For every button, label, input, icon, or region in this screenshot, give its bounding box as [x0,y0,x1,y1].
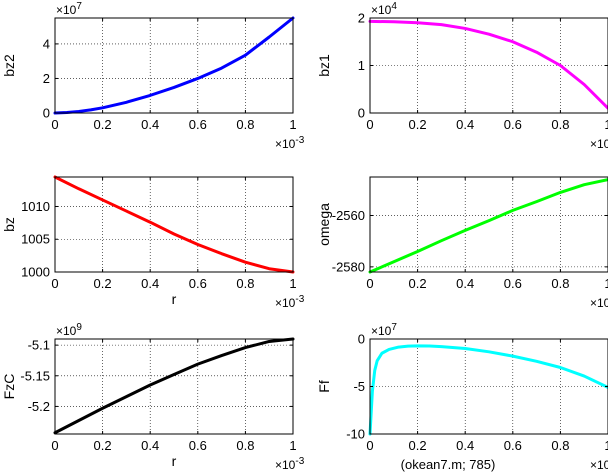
x-tick-label: 0.8 [236,117,254,132]
x-tick-label: 1 [289,117,296,132]
x-exponent-label: ×10-3 [590,135,608,151]
x-tick-label: 0.8 [236,438,254,453]
y-tick-label: 2 [358,11,365,26]
x-exponent-label: ×10-3 [590,456,608,472]
chart-p5: 0 0.2 0.4 0.6 0.8 1 -5.2 -5.15 -5.1 FzC r ×10-3 ×109 [1,322,305,472]
y-tick-label: 0 [358,332,365,347]
chart-p6: 0 0.2 0.4 0.6 0.8 1 -10 -5 0 Ff ×10-3 ×107 [316,322,608,472]
series-line [368,344,608,436]
series-line [53,337,295,435]
y-axis-label: omega [316,203,332,246]
chart-p2: 0 0.2 0.4 0.6 0.8 1 0 1 2 bz1 ×10-3 ×104 [316,1,608,151]
x-axis-label: r [172,291,177,307]
axes-frame [54,17,294,114]
y-tick-label: -2580 [332,259,365,274]
y-tick-label: 0 [358,106,365,121]
plot-area [55,339,293,434]
x-tick-label: 0.2 [409,276,427,291]
x-tick-label: 0.6 [504,276,522,291]
x-exponent-label: ×10-3 [590,294,608,310]
x-tick-label: 0 [51,117,58,132]
y-tick-label: -5 [353,379,365,394]
x-tick-label: 0.2 [94,276,112,291]
x-tick-label: 1 [604,117,608,132]
x-tick-label: 0.6 [504,438,522,453]
y-tick-label: -5.1 [28,338,50,353]
series-line [53,16,295,115]
x-tick-label: 1 [604,276,608,291]
x-tick-label: 1 [604,438,608,453]
figure-note: (okean7.m; 785) [401,457,496,472]
series-line [53,175,295,274]
x-tick-label: 0.2 [409,438,427,453]
chart-p3: 0 0.2 0.4 0.6 0.8 1 1000 1005 1010 bz r ×10-3 [1,175,305,310]
x-tick-label: 0.8 [551,117,569,132]
y-axis-label: bz2 [1,54,17,77]
y-tick-label: 1 [358,58,365,73]
x-axis-label: r [172,453,177,469]
y-axis-label: bz1 [316,54,332,77]
axes-frame [369,176,608,273]
x-tick-label: 0.4 [141,117,159,132]
y-exponent-label: ×104 [371,1,397,17]
x-tick-label: 0.4 [456,117,474,132]
axes-frame [54,176,294,273]
x-tick-label: 0.4 [141,438,159,453]
y-tick-label: 2 [43,71,50,86]
x-tick-label: 0 [51,438,58,453]
y-axis-label: Ff [316,380,332,393]
x-tick-label: 0.6 [189,276,207,291]
plot-area [370,18,608,113]
x-tick-label: 0 [51,276,58,291]
y-tick-label: -10 [346,427,365,442]
y-tick-label: -2560 [332,208,365,223]
x-tick-label: 0.2 [409,117,427,132]
series-line [368,19,608,110]
x-tick-label: 0.4 [456,438,474,453]
x-exponent-label: ×10-3 [275,294,305,310]
x-tick-label: 0.4 [141,276,159,291]
y-axis-label: FzC [1,374,17,400]
x-tick-label: 0.4 [456,276,474,291]
x-tick-label: 1 [289,438,296,453]
x-tick-label: 0.8 [551,438,569,453]
plot-area [55,18,293,113]
x-tick-label: 0 [366,438,373,453]
x-tick-label: 1 [289,276,296,291]
x-exponent-label: ×10-3 [275,456,305,472]
y-tick-label: -5.2 [28,399,50,414]
y-tick-label: 1010 [21,199,50,214]
x-tick-label: 0 [366,276,373,291]
y-tick-label: 1000 [21,265,50,280]
y-tick-label: 1005 [21,232,50,247]
y-exponent-label: ×109 [56,322,82,338]
series-line [368,178,608,274]
y-tick-label: -5.15 [20,368,50,383]
x-exponent-label: ×10-3 [275,135,305,151]
x-tick-label: 0.6 [189,117,207,132]
chart-p1: 0 0.2 0.4 0.6 0.8 1 0 2 4 bz2 ×10-3 ×107 [1,1,305,151]
x-tick-label: 0 [366,117,373,132]
y-tick-label: 0 [43,106,50,121]
x-tick-label: 0.6 [189,438,207,453]
x-tick-label: 0.6 [504,117,522,132]
x-tick-label: 0.2 [94,117,112,132]
y-tick-label: 4 [43,36,50,51]
axes-frame [54,338,294,435]
x-tick-label: 0.8 [551,276,569,291]
plot-area [55,177,293,272]
x-tick-label: 0.8 [236,276,254,291]
y-exponent-label: ×107 [56,1,82,17]
y-exponent-label: ×107 [371,322,397,338]
y-axis-label: bz [1,217,17,232]
x-tick-label: 0.2 [94,438,112,453]
